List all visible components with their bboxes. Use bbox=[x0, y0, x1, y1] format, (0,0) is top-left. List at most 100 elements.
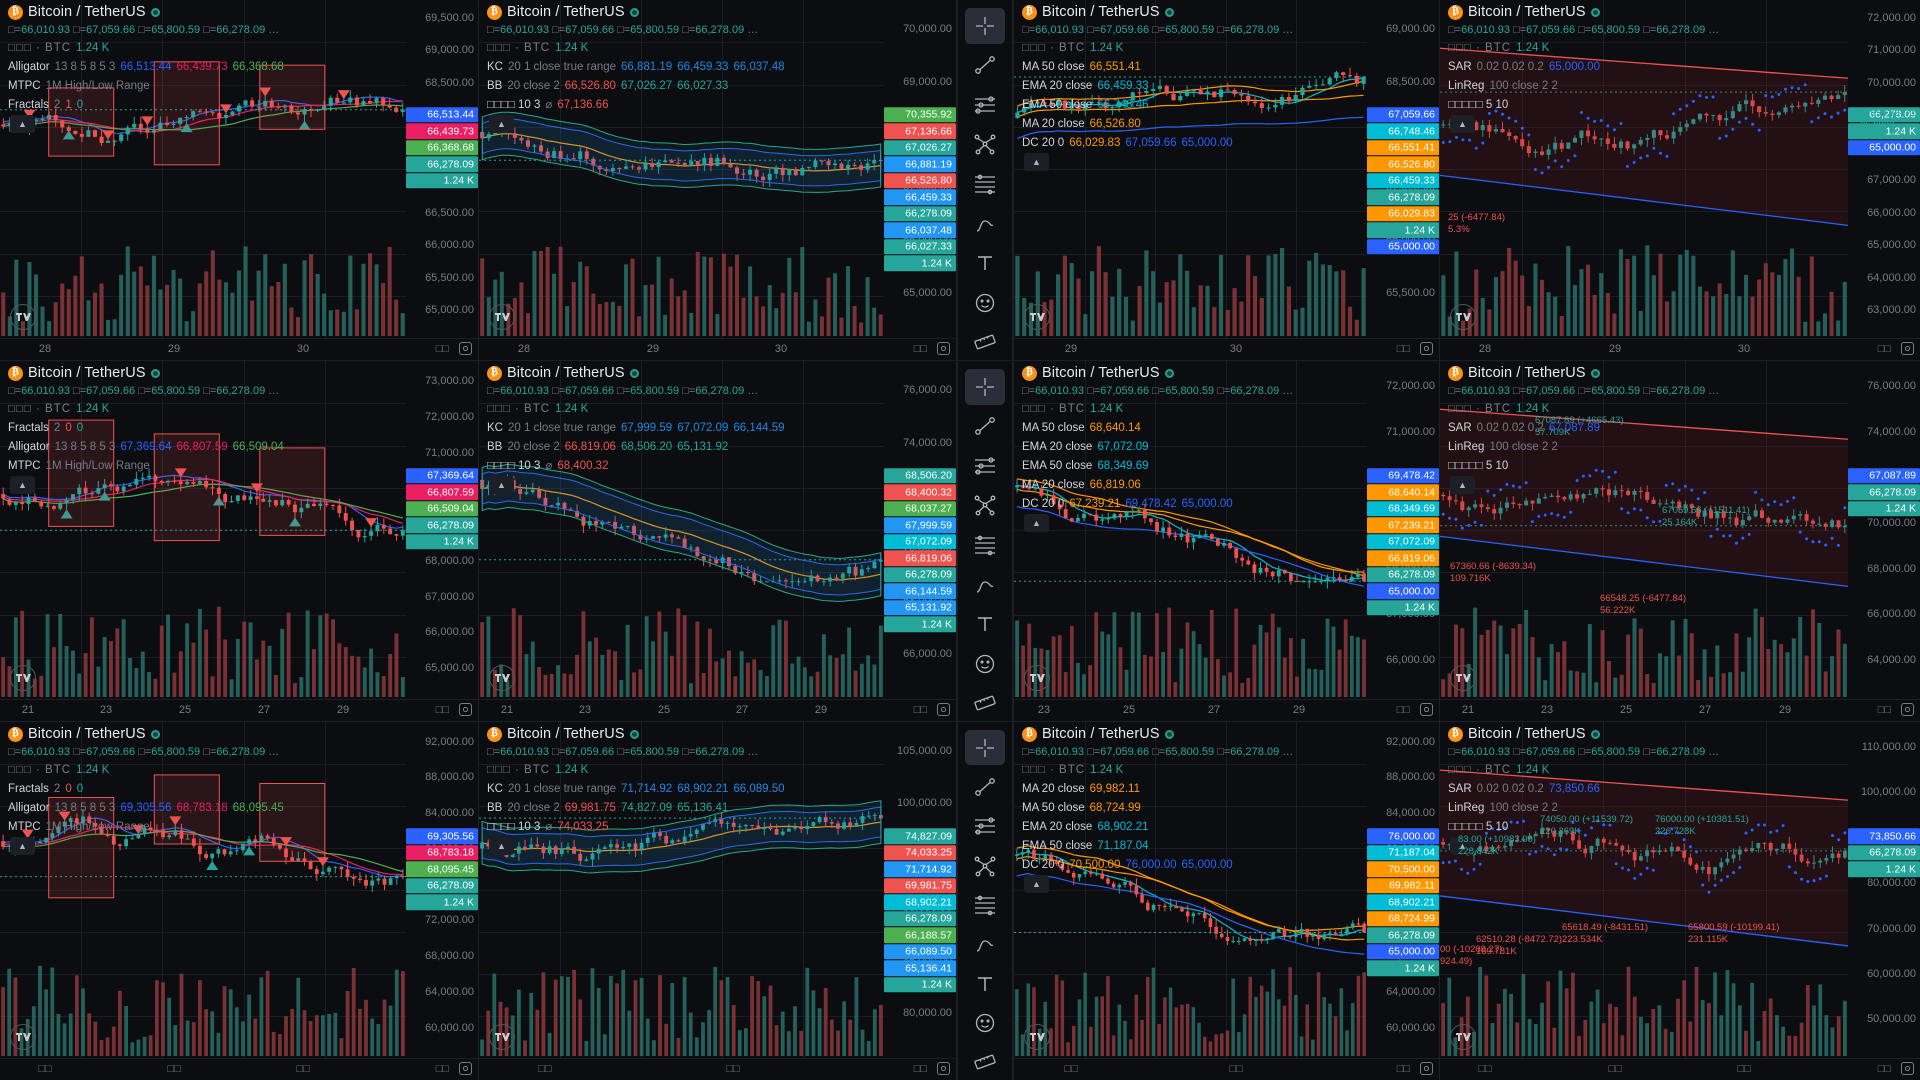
price-scale-p12[interactable]: 110,000.00100,000.0090,000.0080,000.0070… bbox=[1848, 722, 1920, 1058]
settings-gear-icon[interactable] bbox=[459, 703, 472, 716]
pitchfork-icon[interactable] bbox=[965, 848, 1005, 883]
indicator-row-2[interactable]: EMA 20 close 68,902.21 bbox=[1022, 821, 1293, 835]
price-label[interactable]: 66,439.73 bbox=[406, 123, 478, 140]
horizontal-lines-icon[interactable] bbox=[965, 809, 1005, 844]
settings-gear-icon[interactable] bbox=[1420, 342, 1433, 355]
time-scale-controls[interactable]: □□ bbox=[436, 703, 472, 716]
plot-area-p9[interactable] bbox=[0, 722, 478, 1080]
pitchfork-icon[interactable] bbox=[965, 127, 1005, 163]
price-label[interactable]: 1.24 K bbox=[1848, 861, 1920, 877]
symbol-name[interactable]: Bitcoin / TetherUS bbox=[1468, 725, 1586, 742]
price-label[interactable]: 66,144.59 bbox=[884, 583, 956, 600]
price-label[interactable]: 1.24 K bbox=[884, 616, 956, 633]
price-label[interactable]: 69,982.11 bbox=[1367, 877, 1439, 894]
text-icon[interactable] bbox=[965, 245, 1005, 281]
price-label[interactable]: 65,000.00 bbox=[1367, 943, 1439, 960]
indicator-row-1[interactable]: MTPC 1M High/Low Range bbox=[8, 80, 284, 94]
time-scale-controls[interactable]: □□ bbox=[1878, 703, 1914, 716]
plot-area-p6[interactable] bbox=[479, 361, 956, 721]
indicator-row-2[interactable]: □□□□ 10 3 ⌀ 68,400.32 bbox=[487, 460, 785, 474]
indicator-row-2[interactable]: EMA 50 close 68,349.69 bbox=[1022, 460, 1293, 474]
collapse-button[interactable]: ▲ bbox=[1450, 115, 1475, 133]
settings-gear-icon[interactable] bbox=[459, 1062, 472, 1075]
time-scale-controls[interactable]: □□ bbox=[1878, 342, 1914, 355]
price-label[interactable]: 65,136.41 bbox=[884, 960, 956, 976]
drawing-toolbar-1[interactable] bbox=[957, 361, 1013, 721]
drawing-toolbar-2[interactable] bbox=[957, 722, 1013, 1080]
time-scale-p2[interactable]: 28 29 30 □□ bbox=[479, 338, 956, 360]
price-label[interactable]: 66,037.48 bbox=[884, 222, 956, 239]
indicator-row-0[interactable]: MA 20 close 69,982.11 bbox=[1022, 783, 1293, 797]
price-label[interactable]: 71,714.92 bbox=[884, 861, 956, 877]
time-scale-controls[interactable]: □□ bbox=[1878, 1062, 1914, 1075]
horizontal-lines-icon[interactable] bbox=[965, 87, 1005, 123]
indicator-row-0[interactable]: MA 50 close 68,640.14 bbox=[1022, 422, 1293, 436]
price-label[interactable]: 76,000.00 bbox=[1367, 828, 1439, 844]
legend-symbol-row[interactable]: ₿ Bitcoin / TetherUS bbox=[487, 4, 785, 20]
indicator-row-0[interactable]: SAR 0.02 0.02 0.2 65,000.00 bbox=[1448, 61, 1719, 75]
settings-gear-icon[interactable] bbox=[937, 342, 950, 355]
legend-symbol-row[interactable]: ₿ Bitcoin / TetherUS bbox=[1022, 3, 1293, 20]
time-scale-p1[interactable]: 28 29 30 □□ bbox=[0, 338, 478, 360]
drawing-toolbar-0[interactable] bbox=[957, 0, 1013, 360]
indicator-row-1[interactable]: EMA 20 close 66,459.33 bbox=[1022, 80, 1293, 94]
indicator-row-2[interactable]: □□□□□ 5 10 bbox=[1448, 99, 1719, 113]
time-scale-controls[interactable]: □□ bbox=[1397, 703, 1433, 716]
collapse-button[interactable]: ▲ bbox=[1450, 476, 1475, 494]
price-label[interactable]: 69,981.75 bbox=[884, 877, 956, 894]
price-label[interactable]: 1.24 K bbox=[1848, 123, 1920, 140]
legend-symbol-row[interactable]: ₿ Bitcoin / TetherUS bbox=[8, 4, 284, 20]
indicator-row-1[interactable]: Alligator 13 8 5 8 5 3 67,369.64 66,807.59 6… bbox=[8, 441, 284, 455]
price-label[interactable]: 69,478.42 bbox=[1367, 468, 1439, 484]
plot-area-p5[interactable] bbox=[0, 361, 478, 721]
price-label[interactable]: 67,369.64 bbox=[406, 468, 478, 484]
legend-symbol-row[interactable]: ₿ Bitcoin / TetherUS bbox=[1022, 365, 1293, 381]
legend-symbol-row[interactable]: ₿ Bitcoin / TetherUS bbox=[1448, 365, 1719, 381]
price-label[interactable]: 1.24 K bbox=[884, 255, 956, 272]
price-label[interactable]: 66,526.80 bbox=[1367, 156, 1439, 173]
price-scale-p11[interactable]: 92,000.0088,000.0084,000.0080,000.0076,0… bbox=[1367, 722, 1439, 1058]
legend-symbol-row[interactable]: ₿ Bitcoin / TetherUS bbox=[1448, 725, 1719, 742]
price-label[interactable]: 1.24 K bbox=[406, 894, 478, 910]
legend-symbol-row[interactable]: ₿ Bitcoin / TetherUS bbox=[8, 726, 284, 742]
price-label[interactable]: 66,459.33 bbox=[884, 189, 956, 206]
price-scale-p1[interactable]: 69,500.0069,000.0068,500.0068,000.0067,5… bbox=[406, 0, 478, 338]
time-scale-controls[interactable]: □□ bbox=[914, 703, 950, 716]
indicator-row-2[interactable]: □□□□□ 5 10 bbox=[1448, 460, 1719, 474]
collapse-button[interactable]: ▲ bbox=[489, 115, 514, 133]
indicator-row-0[interactable]: MA 50 close 66,551.41 bbox=[1022, 61, 1293, 75]
indicator-row-2[interactable]: □□□□ 10 3 ⌀ 74,033.25 bbox=[487, 821, 785, 835]
time-scale-p12[interactable]: □□ □□ □□ □□ bbox=[1440, 1058, 1920, 1080]
price-scale-p5[interactable]: 73,000.0072,000.0071,000.0070,000.0069,0… bbox=[406, 361, 478, 699]
collapse-button[interactable]: ▲ bbox=[489, 476, 514, 494]
settings-gear-icon[interactable] bbox=[937, 1062, 950, 1075]
price-label[interactable]: 66,819.06 bbox=[884, 550, 956, 567]
price-label[interactable]: 69,305.56 bbox=[406, 828, 478, 844]
plot-area-p7[interactable] bbox=[1014, 361, 1439, 721]
indicator-row-2[interactable]: □□□□□ 5 10 bbox=[1448, 821, 1719, 835]
brush-icon[interactable] bbox=[965, 927, 1005, 962]
text-icon[interactable] bbox=[965, 966, 1005, 1001]
trend-line-icon[interactable] bbox=[965, 48, 1005, 84]
time-scale-p8[interactable]: 21 23 25 27 29 □□ bbox=[1440, 699, 1920, 721]
emoji-icon[interactable] bbox=[965, 1005, 1005, 1040]
symbol-name[interactable]: Bitcoin / TetherUS bbox=[1042, 3, 1160, 20]
price-label[interactable]: 68,783.18 bbox=[406, 844, 478, 861]
price-label[interactable]: 68,724.99 bbox=[1367, 910, 1439, 927]
price-label[interactable]: 66,029.83 bbox=[1367, 206, 1439, 222]
fib-retracement-icon[interactable] bbox=[965, 527, 1005, 563]
plot-area-p2[interactable] bbox=[479, 0, 956, 360]
settings-gear-icon[interactable] bbox=[1420, 703, 1433, 716]
indicator-row-2[interactable]: MTPC 1M High/Low Range bbox=[8, 821, 284, 835]
price-label[interactable]: 68,349.69 bbox=[1367, 501, 1439, 517]
indicator-row-2[interactable]: MTPC 1M High/Low Range bbox=[8, 460, 284, 474]
price-label[interactable]: 74,827.09 bbox=[884, 828, 956, 844]
price-label[interactable]: 67,059.66 bbox=[1367, 107, 1439, 123]
price-label[interactable]: 66,278.09 bbox=[884, 206, 956, 222]
plot-area-p4[interactable] bbox=[1440, 0, 1920, 360]
price-label[interactable]: 66,278.09 bbox=[1848, 484, 1920, 501]
indicator-row-0[interactable]: Fractals 2 0 0 bbox=[8, 783, 284, 797]
price-label[interactable]: 71,187.04 bbox=[1367, 844, 1439, 861]
settings-gear-icon[interactable] bbox=[1901, 1062, 1914, 1075]
symbol-name[interactable]: Bitcoin / TetherUS bbox=[28, 364, 146, 381]
